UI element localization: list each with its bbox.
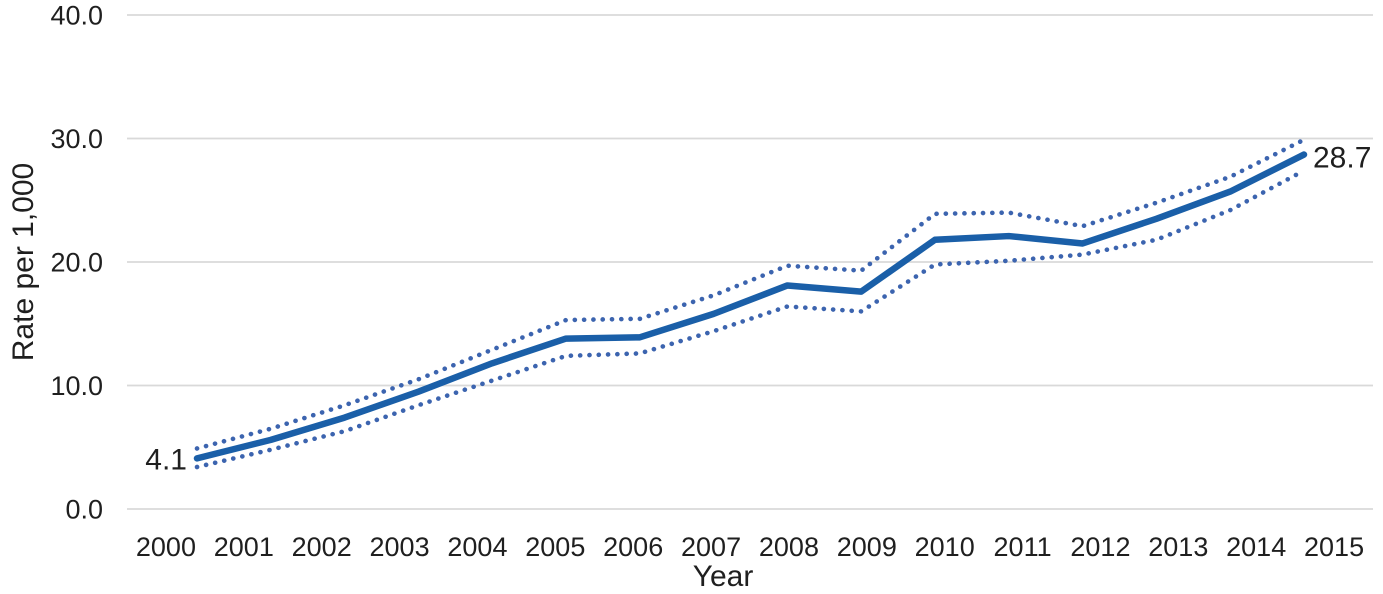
y-axis-tick-labels: 0.0 10.0 20.0 30.0 40.0 (50, 1, 103, 525)
last-point-data-label: 28.7 (1313, 142, 1371, 175)
x-tick-label: 2004 (447, 532, 507, 562)
series-line-rate (193, 151, 1308, 462)
first-point-data-label: 4.1 (145, 443, 187, 476)
x-tick-label: 2009 (837, 532, 897, 562)
y-tick-label: 0.0 (65, 495, 103, 525)
y-tick-label: 10.0 (50, 371, 103, 401)
y-tick-label: 40.0 (50, 1, 103, 31)
x-tick-label: 2006 (603, 532, 663, 562)
series-line-lower-confidence-band (194, 168, 1307, 470)
y-tick-label: 20.0 (50, 248, 103, 278)
x-tick-label: 2012 (1070, 532, 1130, 562)
x-tick-label: 2003 (370, 532, 430, 562)
x-tick-label: 2008 (759, 532, 819, 562)
y-tick-label: 30.0 (50, 124, 103, 154)
x-tick-label: 2002 (292, 532, 352, 562)
x-tick-label: 2007 (681, 532, 741, 562)
x-tick-label: 2013 (1148, 532, 1208, 562)
y-axis-title: Rate per 1,000 (7, 163, 40, 361)
x-tick-label: 2000 (136, 532, 196, 562)
x-tick-label: 2015 (1304, 532, 1364, 562)
x-axis-tick-labels: 2000 2001 2002 2003 2004 2005 2006 2007 2008 2009… (136, 532, 1364, 562)
x-tick-label: 2001 (214, 532, 274, 562)
x-axis-title: Year (693, 560, 754, 593)
x-tick-label: 2011 (994, 532, 1052, 562)
x-tick-label: 2010 (915, 532, 975, 562)
series-line-upper-confidence-band (194, 137, 1307, 451)
series-lines (193, 137, 1308, 470)
x-tick-label: 2014 (1226, 532, 1286, 562)
gridlines (127, 14, 1373, 510)
x-tick-label: 2005 (525, 532, 585, 562)
